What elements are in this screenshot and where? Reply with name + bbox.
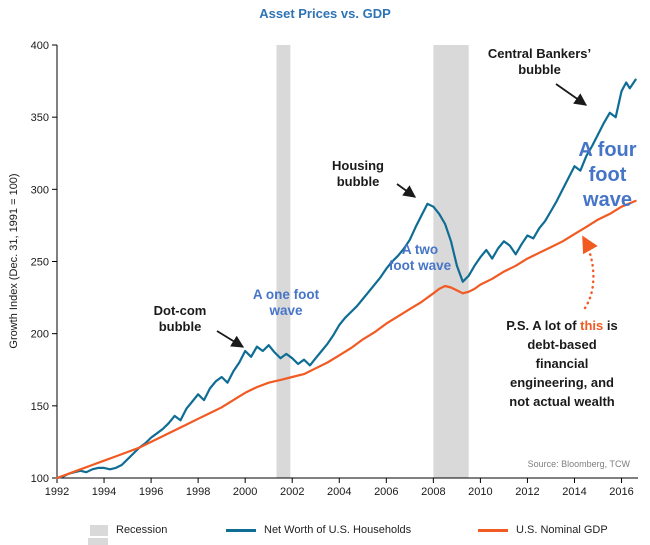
series-line	[55, 78, 637, 480]
recession-band	[433, 45, 469, 478]
series-line	[55, 199, 637, 480]
x-tick-label: 1992	[45, 486, 69, 498]
x-tick-label: 2016	[609, 486, 633, 498]
dotted-arrow	[581, 235, 598, 310]
recession-swatch	[90, 524, 108, 536]
x-tick-label: 1994	[92, 486, 116, 498]
y-tick-label: 250	[31, 257, 49, 269]
x-tick-label: 2008	[421, 486, 445, 498]
legend-item-recession: Recession	[90, 524, 167, 536]
annotation-arrow	[396, 183, 417, 198]
x-tick-label: 1996	[139, 486, 163, 498]
x-tick-label: 1998	[186, 486, 210, 498]
legend-label-gdp: U.S. Nominal GDP	[516, 524, 608, 536]
annotation-arrow	[555, 83, 588, 106]
legend-label-networth: Net Worth of U.S. Households	[264, 524, 412, 536]
legend-item-gdp: U.S. Nominal GDP	[478, 524, 608, 536]
annotation-arrow	[216, 330, 245, 348]
networth-line-swatch	[226, 528, 256, 532]
y-tick-label: 300	[31, 184, 49, 196]
recession-band	[276, 45, 291, 478]
y-tick-label: 400	[31, 40, 49, 52]
legend-label-recession: Recession	[116, 524, 168, 536]
x-tick-label: 2000	[233, 486, 257, 498]
y-tick-label: 150	[31, 401, 49, 413]
x-tick-label: 2012	[515, 486, 539, 498]
x-tick-label: 2014	[562, 486, 586, 498]
legend-item-networth: Net Worth of U.S. Households	[226, 524, 411, 536]
x-tick-label: 2006	[374, 486, 398, 498]
legend: Recession Net Worth of U.S. Households U…	[0, 524, 650, 544]
plot-area: 100 150 200 250 300 350 400 1992 1994 1996 1998 200…	[31, 40, 638, 498]
chart-title: Asset Prices vs. GDP	[259, 6, 391, 21]
cropped-gray-box	[88, 538, 108, 545]
y-tick-label: 350	[31, 112, 49, 124]
x-tick-label: 2002	[280, 486, 304, 498]
x-tick-label: 2010	[468, 486, 492, 498]
x-tick-label: 2004	[327, 486, 351, 498]
gdp-line-swatch	[478, 528, 508, 532]
y-tick-label: 200	[31, 329, 49, 341]
y-tick-label: 100	[31, 473, 49, 485]
